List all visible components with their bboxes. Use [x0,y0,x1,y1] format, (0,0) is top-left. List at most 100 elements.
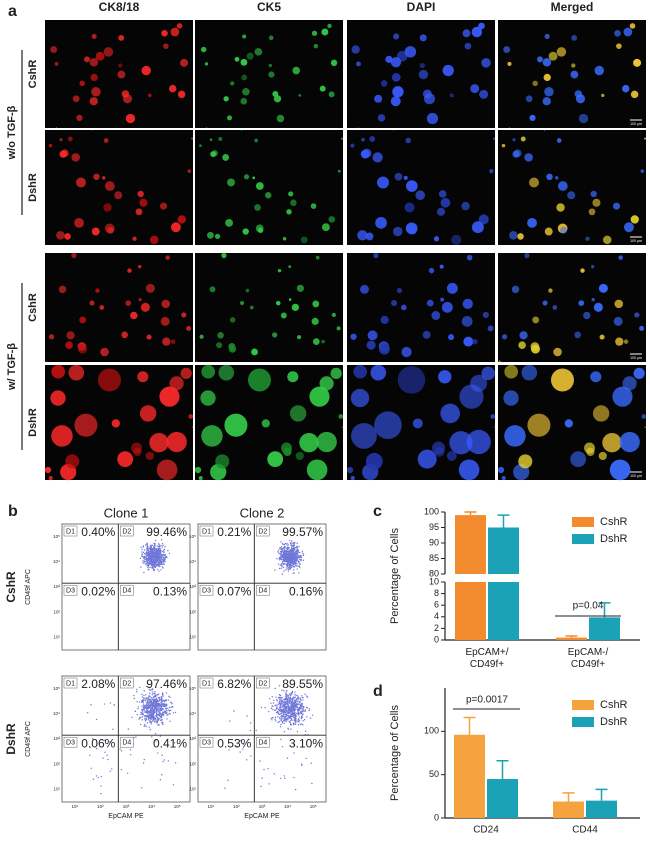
event-dot [286,700,287,701]
event-dot [283,555,284,556]
y-tick-label: 10⁵ [53,686,60,691]
cell [490,414,495,419]
event-dot [143,726,144,727]
event-dot [140,547,141,548]
event-dot [152,713,153,714]
event-dot [272,717,273,718]
cell [242,34,246,38]
event-dot [303,711,304,712]
cell [283,237,286,240]
quadrant-label: D4 [258,740,267,747]
event-dot [299,564,300,565]
cell [415,190,425,200]
cell [241,59,248,66]
event-dot [155,718,156,719]
event-dot [303,553,304,554]
cell [437,208,445,216]
event-dot [300,705,301,706]
cell [373,253,378,258]
micrograph [45,130,193,245]
event-dot [302,699,303,700]
event-dot [295,718,296,719]
cell [614,317,623,326]
cell [451,235,461,245]
event-dot [142,560,143,561]
cell [159,387,179,407]
event-dot [154,563,155,564]
event-dot [162,723,163,724]
event-dot [155,719,156,720]
event-dot [101,776,102,777]
event-dot [157,717,158,718]
event-dot [286,706,287,707]
event-dot [282,554,283,555]
event-dot [291,540,292,541]
event-dot [150,717,151,718]
event-dot [161,706,162,707]
x-tick-label: 10² [233,804,240,809]
event-dot [289,558,290,559]
event-dot [141,701,142,702]
event-dot [291,713,292,714]
event-dot [287,702,288,703]
cell [289,298,292,301]
event-dot [153,568,154,569]
event-dot [159,546,160,547]
event-dot [148,548,149,549]
event-dot [144,718,145,719]
event-dot [299,559,300,560]
event-dot [274,719,275,720]
event-dot [298,546,299,547]
cell [171,339,175,343]
cell [331,60,337,66]
cell [140,405,156,421]
y-tick-label: 0 [434,634,439,644]
event-dot [290,715,291,716]
event-dot [284,778,285,779]
cell [379,344,390,355]
cell [127,268,131,272]
cell [440,298,444,302]
event-dot [154,545,155,546]
cell [321,340,325,344]
cell [267,451,283,467]
event-dot [137,708,138,709]
event-dot [289,540,290,541]
event-dot [299,566,300,567]
bar [487,779,518,818]
event-dot [96,775,97,776]
cell [59,138,62,141]
event-dot [150,545,151,546]
event-dot [167,550,168,551]
cell [350,334,356,340]
event-dot [142,716,143,717]
quadrant-label: D4 [122,740,131,747]
event-dot [295,722,296,723]
event-dot [281,568,282,569]
cell [331,368,342,379]
event-dot [303,555,304,556]
cell [529,178,539,188]
event-dot [275,710,276,711]
event-dot [162,561,163,562]
event-dot [227,780,228,781]
cell [171,222,181,232]
y-tick-label: 10² [189,761,196,766]
event-dot [297,557,298,558]
quadrant-percent: 0.16% [289,584,323,598]
event-dot [154,543,155,544]
event-dot [306,695,307,696]
cell [599,284,608,293]
x-axis-label: EpCAM PE [108,813,144,820]
event-dot [280,548,281,549]
cell [181,368,192,379]
event-dot [149,567,150,568]
cell [118,35,124,41]
event-dot [148,719,149,720]
event-dot [281,556,282,557]
y-tick-label: 10² [53,609,60,614]
event-dot [173,784,174,785]
cell [223,96,228,101]
event-dot [287,565,288,566]
event-dot [250,722,251,723]
